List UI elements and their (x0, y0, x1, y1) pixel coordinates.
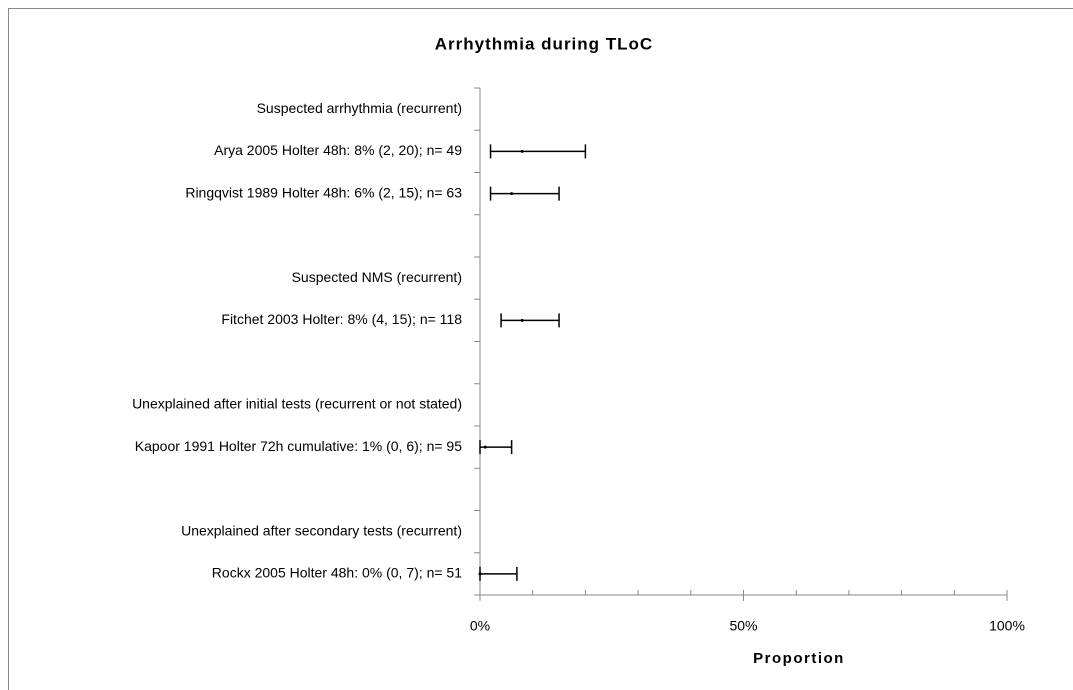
point-estimate (520, 318, 524, 322)
y-tick-label: Ringqvist 1989 Holter 48h: 6% (2, 15); n… (185, 184, 462, 200)
x-axis-title: Proportion (753, 650, 845, 667)
chart-title: Arrhythmia during TLoC (435, 34, 653, 53)
y-tick-label: Unexplained after initial tests (recurre… (132, 396, 462, 412)
y-tick-label: Fitchet 2003 Holter: 8% (4, 15); n= 118 (221, 311, 462, 327)
y-tick-label: Kapoor 1991 Holter 72h cumulative: 1% (0… (135, 438, 462, 454)
y-tick-label: Suspected NMS (recurrent) (292, 269, 462, 285)
y-tick-label: Suspected arrhythmia (recurrent) (257, 100, 462, 116)
point-estimate (478, 572, 482, 576)
x-tick-label: 100% (989, 618, 1025, 634)
point-estimate (520, 149, 524, 153)
x-tick-label: 0% (470, 618, 490, 634)
y-tick-label: Rockx 2005 Holter 48h: 0% (0, 7); n= 51 (212, 565, 462, 581)
chart-border (8, 8, 1073, 690)
point-estimate (510, 192, 514, 196)
x-tick-label: 50% (729, 618, 757, 634)
y-tick-label: Arya 2005 Holter 48h: 8% (2, 20); n= 49 (214, 142, 462, 158)
point-estimate (483, 445, 487, 449)
y-tick-label: Unexplained after secondary tests (recur… (181, 522, 462, 538)
